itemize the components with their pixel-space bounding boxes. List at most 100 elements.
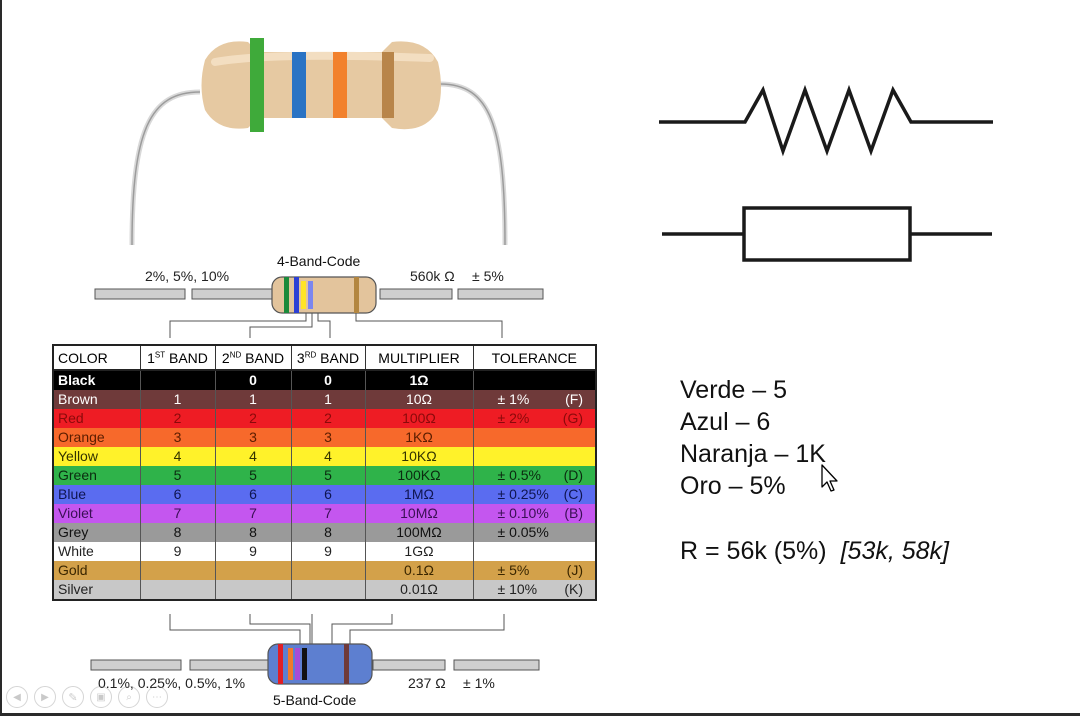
- tolerance-value: ± 10%: [497, 581, 538, 597]
- tolerance-code: (K): [564, 581, 583, 597]
- five-band-example-tolerance: ± 1%: [463, 675, 495, 691]
- band3-cell: 1: [290, 390, 366, 409]
- photo-band-3: [333, 52, 347, 118]
- zoom-icon[interactable]: ⌕: [118, 686, 140, 708]
- color-name-cell: Silver: [52, 580, 141, 600]
- note-oro: Oro – 5%: [680, 472, 786, 500]
- band1-cell: 9: [139, 542, 216, 561]
- note-naranja: Naranja – 1K: [680, 440, 826, 468]
- photo-band-2: [292, 52, 306, 118]
- tolerance-code: (J): [566, 562, 583, 578]
- color-code-table: COLOR 1ST BAND 2ND BAND 3RD BAND MULTIPL…: [52, 344, 597, 601]
- band1-cell: 5: [139, 466, 216, 485]
- band2-cell: 4: [214, 447, 292, 466]
- tolerance-code: (D): [563, 467, 583, 483]
- table-row: Grey 8 8 8 100MΩ ± 0.05%: [52, 523, 597, 542]
- multiplier-cell: 10Ω: [364, 390, 474, 409]
- four-band-title: 4-Band-Code: [277, 253, 361, 269]
- color-name-cell: Violet: [52, 504, 141, 523]
- four-band-tolerances: 2%, 5%, 10%: [145, 268, 230, 284]
- color-name-cell: Yellow: [52, 447, 141, 466]
- header-band3: 3RD BAND: [290, 344, 366, 371]
- band2-cell: [214, 561, 292, 580]
- color-name-cell: Grey: [52, 523, 141, 542]
- multiplier-cell: 10MΩ: [364, 504, 474, 523]
- tolerance-cell: ± 10% (K): [472, 580, 597, 600]
- table-row: Silver 0.01Ω ± 10% (K): [52, 580, 597, 600]
- mouse-cursor-icon: [821, 464, 838, 492]
- band3-cell: 3: [290, 428, 366, 447]
- band1-cell: 2: [139, 409, 216, 428]
- tolerance-value: ± 5%: [497, 562, 530, 578]
- band1-cell: 8: [139, 523, 216, 542]
- tolerance-value: ± 0.10%: [497, 505, 549, 521]
- color-name-cell: Orange: [52, 428, 141, 447]
- band3-cell: [290, 580, 366, 600]
- four-band-example-tolerance: ± 5%: [472, 268, 504, 284]
- tolerance-cell: ± 0.05%: [472, 523, 597, 542]
- note-azul: Azul – 6: [680, 408, 771, 436]
- band3-cell: 9: [290, 542, 366, 561]
- multiplier-cell: 10KΩ: [364, 447, 474, 466]
- tolerance-cell: ± 0.5% (D): [472, 466, 597, 485]
- tolerance-code: (G): [562, 410, 583, 426]
- band2-cell: 2: [214, 409, 292, 428]
- slide-bottom-edge: [0, 713, 1080, 716]
- band1-cell: 1: [139, 390, 216, 409]
- more-icon[interactable]: ⋯: [146, 686, 168, 708]
- tolerance-cell: ± 0.25% (C): [472, 485, 597, 504]
- five-band-resistor-diagram: [90, 614, 540, 685]
- tolerance-cell: [472, 370, 597, 390]
- table-row: Orange 3 3 3 1KΩ: [52, 428, 597, 447]
- band2-cell: 8: [214, 523, 292, 542]
- tolerance-code: (C): [563, 486, 583, 502]
- header-color: COLOR: [52, 344, 141, 371]
- right-arrow-icon[interactable]: ▶: [34, 686, 56, 708]
- resistance-value: R = 56k (5%): [680, 537, 827, 565]
- tolerance-code: (F): [565, 391, 583, 407]
- multiplier-cell: 100MΩ: [364, 523, 474, 542]
- header-tolerance: TOLERANCE: [472, 344, 597, 371]
- note-verde: Verde – 5: [680, 376, 788, 404]
- resistor-zigzag-symbol: [659, 85, 993, 157]
- four-band-example-value: 560k Ω: [410, 268, 455, 284]
- band3-cell: 2: [290, 409, 366, 428]
- five-band-example-value: 237 Ω: [408, 675, 446, 691]
- band3-cell: 8: [290, 523, 366, 542]
- band1-cell: 4: [139, 447, 216, 466]
- left-arrow-icon[interactable]: ◀: [6, 686, 28, 708]
- band1-cell: [139, 561, 216, 580]
- band3-cell: 7: [290, 504, 366, 523]
- table-row: Black 0 0 1Ω: [52, 370, 597, 390]
- band1-cell: 3: [139, 428, 216, 447]
- photo-band-1: [250, 38, 264, 132]
- tolerance-value: ± 1%: [497, 391, 530, 407]
- band2-cell: [214, 580, 292, 600]
- tolerance-value: ± 0.5%: [497, 467, 541, 483]
- resistance-range: [53k, 58k]: [840, 537, 949, 565]
- color-name-cell: White: [52, 542, 141, 561]
- presentation-toolbar: ◀ ▶ ✎ ▣ ⌕ ⋯: [6, 686, 168, 708]
- table-row: Red 2 2 2 100Ω ± 2% (G): [52, 409, 597, 428]
- header-multiplier: MULTIPLIER: [364, 344, 474, 371]
- slides-icon[interactable]: ▣: [90, 686, 112, 708]
- band3-cell: [290, 561, 366, 580]
- multiplier-cell: 1KΩ: [364, 428, 474, 447]
- header-band1: 1ST BAND: [139, 344, 216, 371]
- band1-cell: [139, 580, 216, 600]
- multiplier-cell: 1MΩ: [364, 485, 474, 504]
- five-band-title: 5-Band-Code: [273, 692, 357, 708]
- tolerance-cell: ± 0.10% (B): [472, 504, 597, 523]
- band1-cell: 7: [139, 504, 216, 523]
- table-row: Gold 0.1Ω ± 5% (J): [52, 561, 597, 580]
- color-name-cell: Brown: [52, 390, 141, 409]
- table-row: Violet 7 7 7 10MΩ ± 0.10% (B): [52, 504, 597, 523]
- tolerance-cell: ± 2% (G): [472, 409, 597, 428]
- four-band-resistor-diagram: [94, 276, 544, 338]
- pen-icon[interactable]: ✎: [62, 686, 84, 708]
- tolerance-cell: [472, 428, 597, 447]
- band3-cell: 6: [290, 485, 366, 504]
- table-row: Blue 6 6 6 1MΩ ± 0.25% (C): [52, 485, 597, 504]
- multiplier-cell: 100Ω: [364, 409, 474, 428]
- color-name-cell: Gold: [52, 561, 141, 580]
